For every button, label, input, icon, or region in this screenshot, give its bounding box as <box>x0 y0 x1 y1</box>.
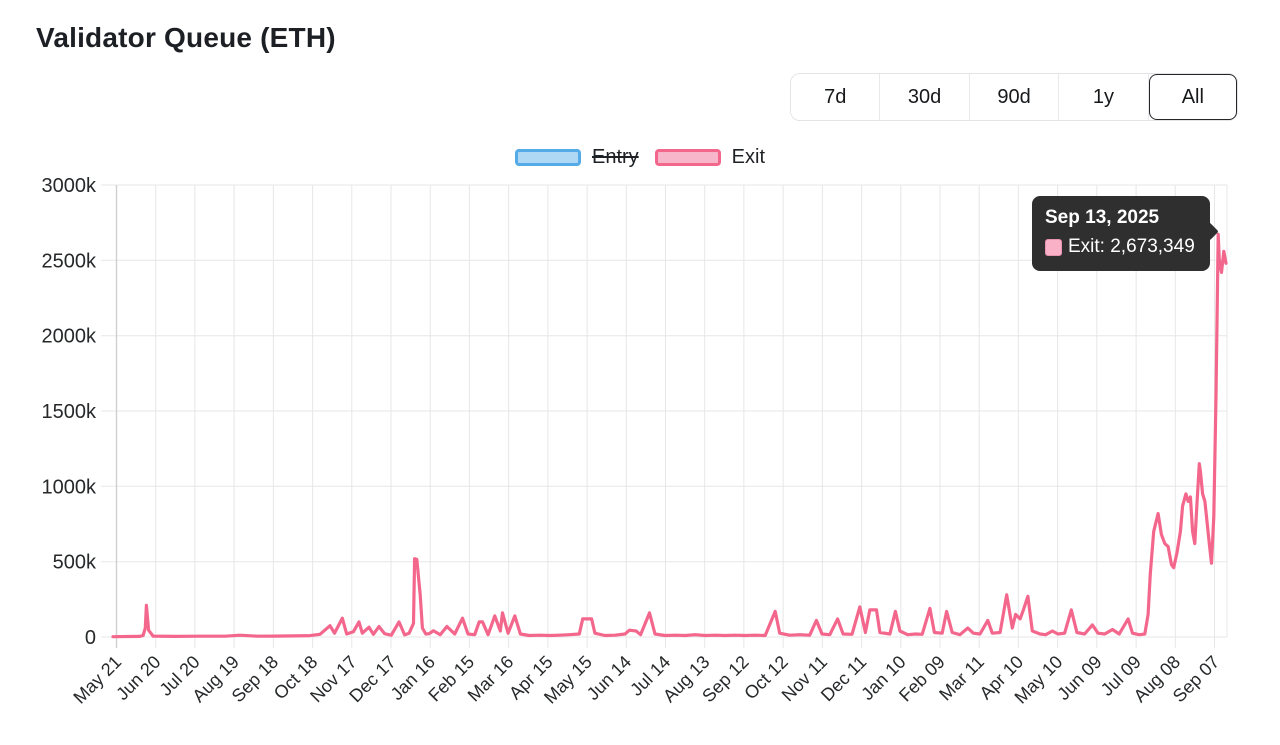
y-tick-label: 2500k <box>42 250 97 272</box>
tooltip-exit-swatch <box>1045 238 1062 256</box>
range-button-all[interactable]: All <box>1148 74 1238 120</box>
legend-item-exit[interactable]: Exit <box>654 145 766 169</box>
y-tick-label: 500k <box>53 552 97 574</box>
legend-label-entry: Entry <box>591 145 639 168</box>
range-button-7d[interactable]: 7d <box>791 74 881 120</box>
y-tick-label: 0 <box>85 627 96 649</box>
exit-swatch <box>654 148 721 166</box>
chart-legend: Entry Exit <box>0 142 1280 172</box>
y-tick-label: 1500k <box>42 401 97 423</box>
x-tick-label: Jun 20 <box>112 652 164 704</box>
range-button-1y[interactable]: 1y <box>1059 74 1149 120</box>
range-button-30d[interactable]: 30d <box>880 74 970 120</box>
tooltip-date: Sep 13, 2025 <box>1045 207 1160 228</box>
tooltip-row: Exit: 2,673,349 <box>1045 236 1195 258</box>
x-tick-label: Jun 14 <box>583 652 635 704</box>
y-tick-label: 2000k <box>42 326 97 348</box>
x-tick-label: Mar 11 <box>935 652 988 705</box>
legend-item-entry[interactable]: Entry <box>514 145 639 169</box>
page-title: Validator Queue (ETH) <box>36 22 336 53</box>
exit-line-series[interactable] <box>111 232 1228 639</box>
y-tick-label: 3000k <box>42 175 97 197</box>
tooltip-value: Exit: 2,673,349 <box>1068 236 1195 257</box>
entry-swatch <box>514 148 581 166</box>
range-button-90d[interactable]: 90d <box>969 74 1060 120</box>
x-tick-label: Jun 09 <box>1053 652 1105 704</box>
y-tick-label: 1000k <box>42 476 97 498</box>
legend-label-exit: Exit <box>731 145 766 168</box>
range-selector: 7d 30d 90d 1y All <box>790 73 1238 121</box>
x-tick-label: May 21 <box>69 652 125 708</box>
chart-tooltip: Sep 13, 2025 Exit: 2,673,349 <box>1032 196 1219 271</box>
